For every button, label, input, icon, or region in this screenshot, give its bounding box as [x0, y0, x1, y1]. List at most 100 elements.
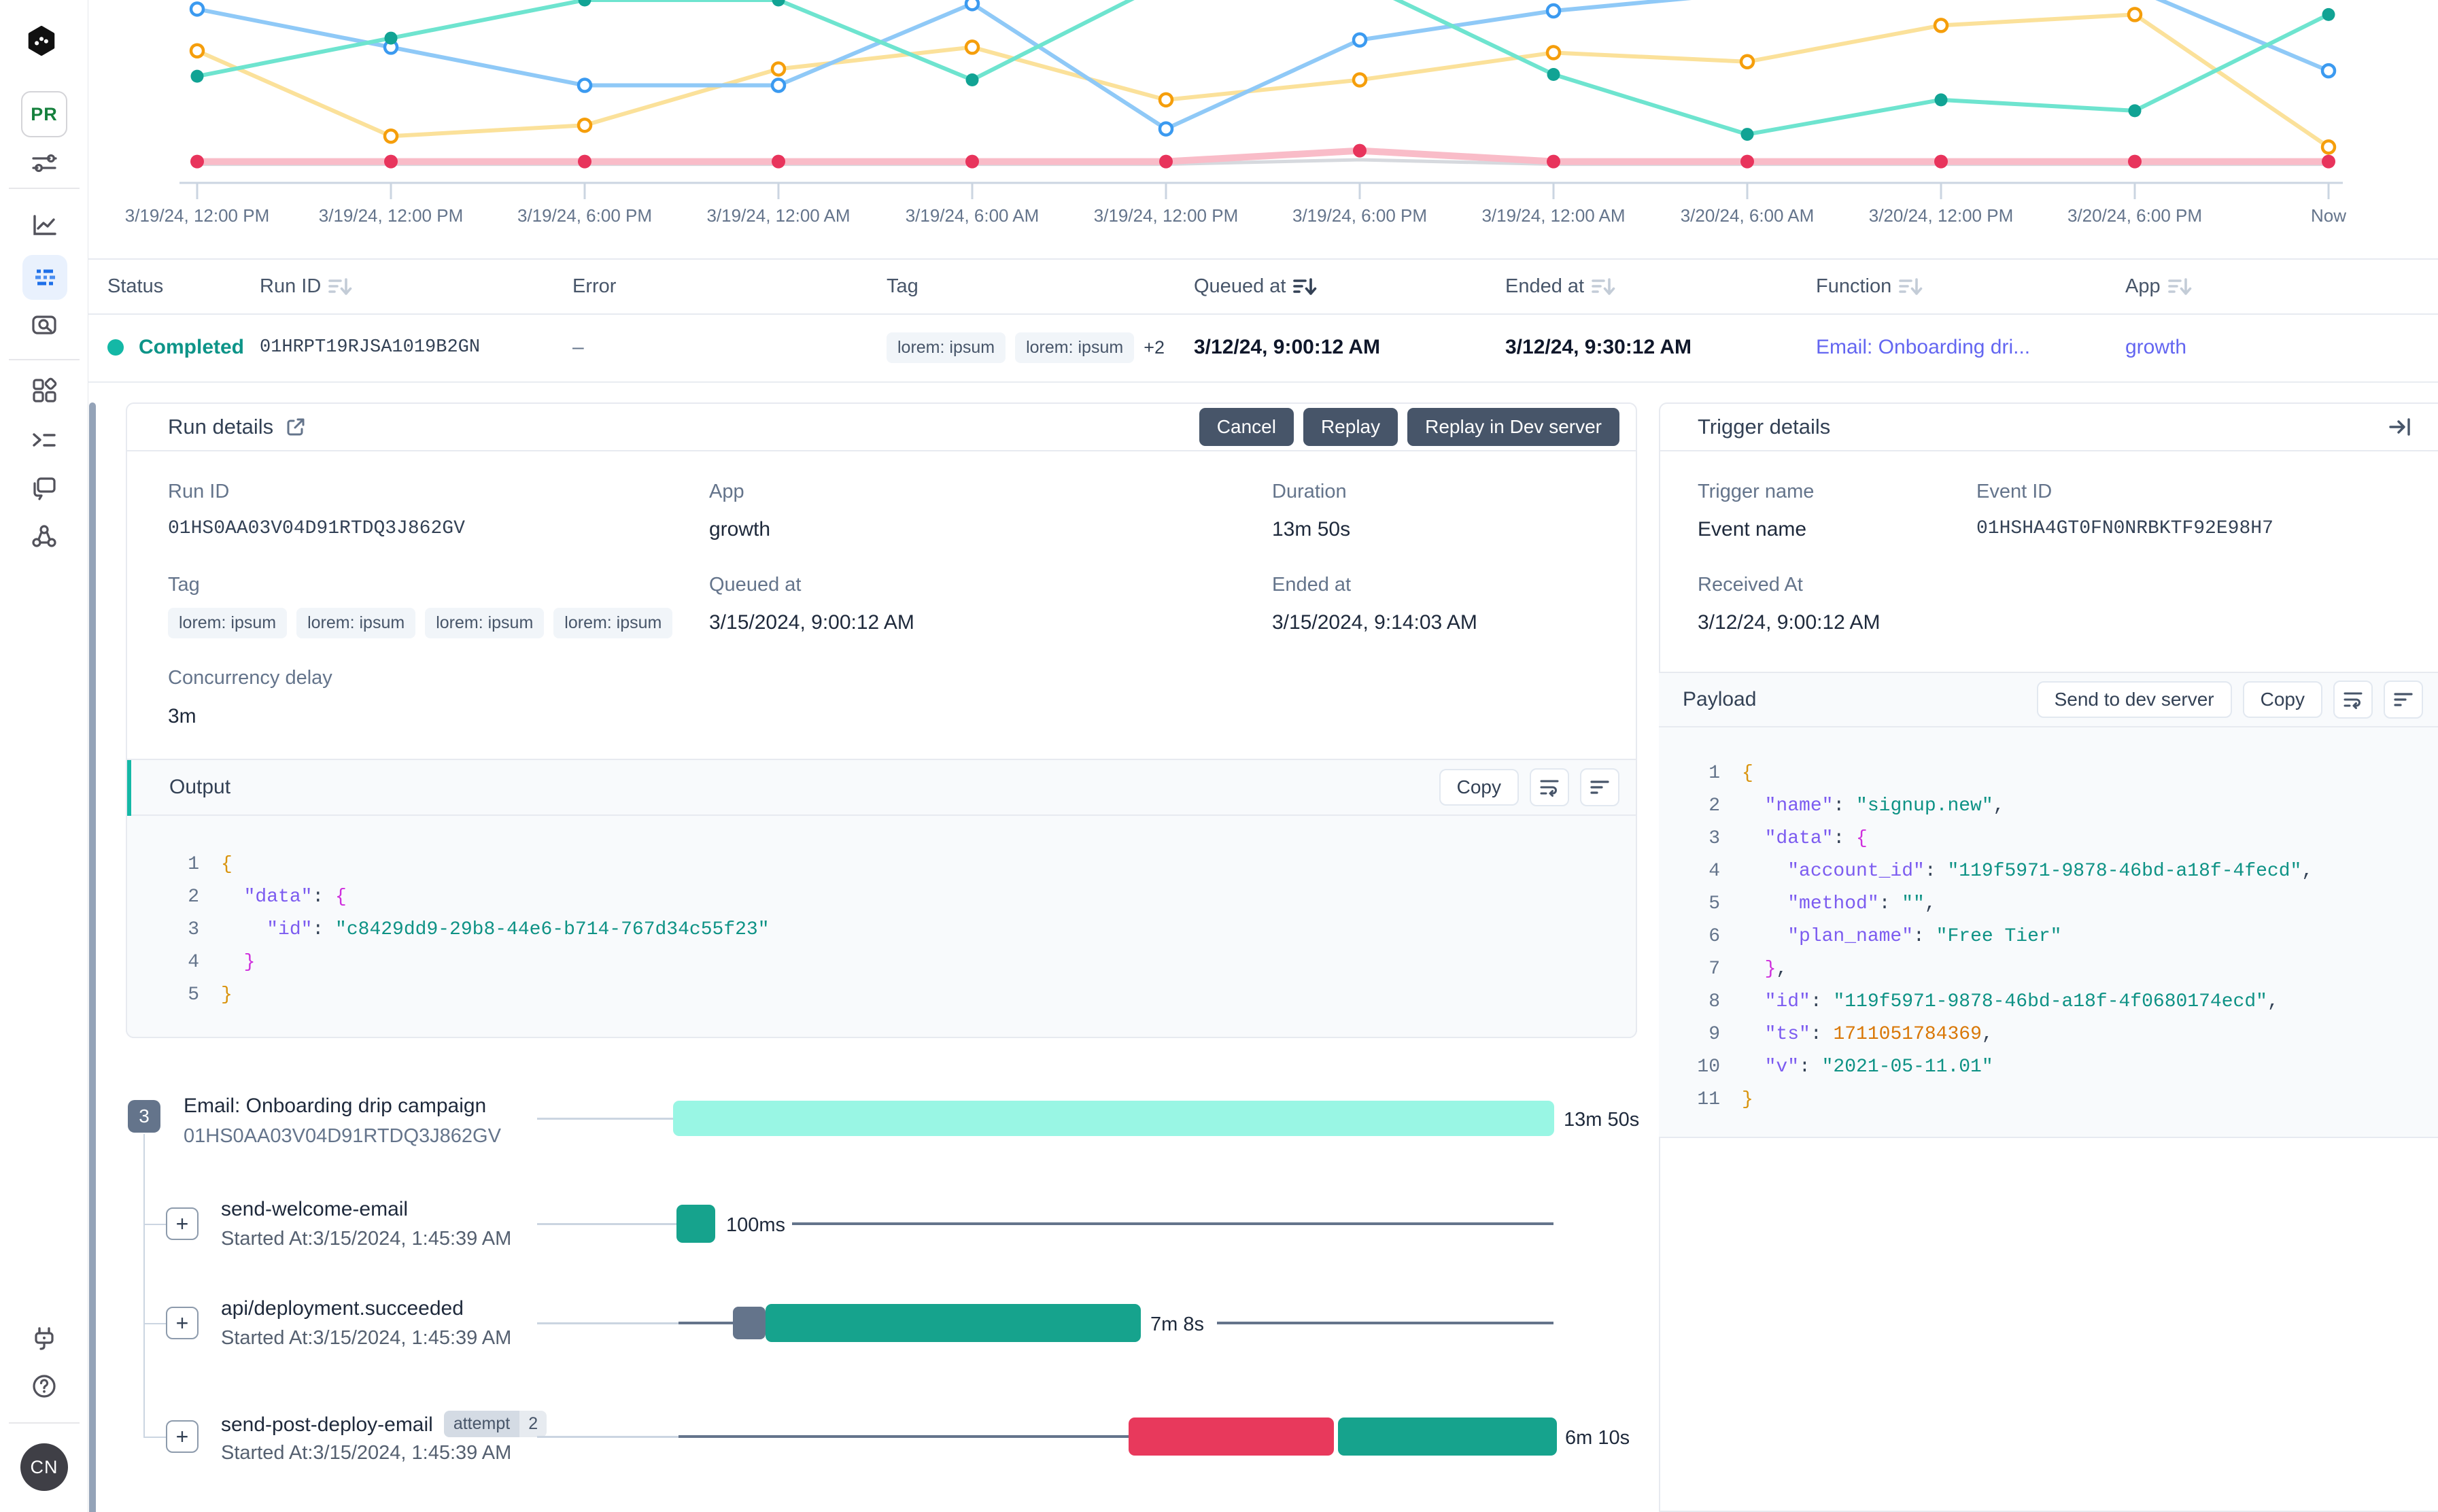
runs-activity-chart: 3/19/24, 12:00 PM 3/19/24, 12:00 PM 3/19/2…: [88, 0, 2438, 235]
output-accent-bar: [127, 760, 131, 816]
arrow-to-bar-icon[interactable]: [2388, 415, 2412, 439]
trigger-name-value: Event name: [1698, 518, 1807, 540]
cell-tags: lorem: ipsum lorem: ipsum +2: [887, 313, 1165, 381]
x-tick-label: 3/19/24, 6:00 PM: [517, 205, 653, 226]
cell-run-id[interactable]: 01HRPT19RJSA1019B2GN: [260, 337, 481, 358]
status-dot-icon: [107, 339, 124, 356]
timeline-lane: [537, 1322, 679, 1324]
output-title: Output: [169, 776, 231, 798]
step-duration-label: 6m 10s: [1565, 1427, 1630, 1449]
wrap-text-icon[interactable]: [2333, 681, 2373, 719]
col-header-function[interactable]: Function: [1816, 260, 1923, 313]
col-header-app[interactable]: App: [2125, 260, 2192, 313]
apps-icon[interactable]: [29, 375, 59, 405]
tag-chip: lorem: ipsum: [553, 608, 673, 638]
trigger-details-title: Trigger details: [1698, 415, 1831, 439]
tag-chip: lorem: ipsum: [296, 608, 416, 638]
app-label: App: [709, 481, 744, 502]
timeline-lane: [1217, 1322, 1553, 1324]
col-header-error: Error: [572, 275, 617, 297]
step-duration-bar[interactable]: [1338, 1418, 1557, 1456]
x-tick-label: 3/19/24, 6:00 AM: [905, 205, 1040, 226]
duration-label: Duration: [1272, 481, 1347, 502]
wrap-text-icon[interactable]: [1530, 768, 1569, 806]
output-copy-button[interactable]: Copy: [1439, 769, 1519, 806]
sidebar: PR CN: [0, 0, 88, 1512]
step-scheduled-marker: [733, 1307, 766, 1339]
col-header-queued-at[interactable]: Queued at: [1194, 260, 1317, 313]
payload-json: 1{2 "name": "signup.new", 3 "data": {4 "a…: [1659, 727, 2438, 1138]
duration-value: 13m 50s: [1272, 518, 1351, 540]
tree-connector: [143, 1323, 166, 1324]
col-header-ended-at[interactable]: Ended at: [1505, 260, 1615, 313]
root-duration-bar[interactable]: [673, 1101, 1554, 1136]
col-header-status: Status: [107, 275, 164, 297]
sort-icon-active[interactable]: [1292, 276, 1317, 298]
run-id-label: Run ID: [168, 481, 230, 502]
workspace-badge[interactable]: PR: [21, 91, 67, 137]
x-tick-label: 3/20/24, 12:00 PM: [1868, 205, 2014, 226]
app-link: growth: [2125, 336, 2187, 358]
metrics-icon[interactable]: [29, 211, 59, 241]
tag-label: Tag: [168, 574, 200, 596]
failed-attempt-bar[interactable]: [1129, 1418, 1334, 1456]
col-header-run-id[interactable]: Run ID: [260, 260, 352, 313]
step-title[interactable]: api/deployment.succeeded: [221, 1297, 464, 1320]
expand-step-button[interactable]: +: [166, 1307, 199, 1339]
sort-icon[interactable]: [1898, 276, 1923, 298]
sort-icon[interactable]: [2167, 276, 2192, 298]
search-icon[interactable]: [29, 310, 59, 340]
external-link-icon[interactable]: [284, 415, 307, 439]
x-tick-label: 3/19/24, 12:00 AM: [1481, 205, 1626, 226]
dev-server-plug-icon[interactable]: [29, 1324, 59, 1354]
concurrency-delay-label: Concurrency delay: [168, 667, 332, 689]
timeline-root-title[interactable]: Email: Onboarding drip campaign: [184, 1095, 487, 1117]
replay-dev-server-button[interactable]: Replay in Dev server: [1407, 408, 1619, 446]
tag-chip: lorem: ipsum: [1015, 332, 1135, 363]
sort-icon[interactable]: [1591, 276, 1615, 298]
user-avatar[interactable]: CN: [20, 1443, 68, 1491]
expand-step-button[interactable]: +: [166, 1420, 199, 1453]
timeline-lane: [792, 1222, 1553, 1225]
integrations-icon[interactable]: [29, 521, 59, 551]
tags-overflow-count: +2: [1144, 337, 1165, 358]
step-started-at: Started At:3/15/2024, 1:45:39 AM: [221, 1327, 512, 1349]
align-left-icon[interactable]: [2384, 681, 2423, 719]
step-duration-bar[interactable]: [676, 1205, 715, 1243]
payload-copy-button[interactable]: Copy: [2242, 681, 2322, 718]
inngest-logo-icon[interactable]: [27, 26, 62, 61]
tag-chip: lorem: ipsum: [425, 608, 545, 638]
runs-nav-selected[interactable]: [22, 255, 67, 300]
deploys-icon[interactable]: [29, 473, 59, 503]
run-timeline: 3 Email: Onboarding drip campaign 01HS0A…: [126, 1061, 1676, 1512]
send-to-dev-server-button[interactable]: Send to dev server: [2036, 681, 2232, 718]
help-icon[interactable]: [29, 1371, 59, 1401]
align-left-icon[interactable]: [1580, 768, 1619, 806]
cell-app[interactable]: growth: [2125, 313, 2186, 381]
sort-icon[interactable]: [328, 276, 352, 298]
runs-table: Status Run ID Error Tag Queued at Ended …: [88, 258, 2438, 383]
app-value-link[interactable]: growth: [709, 518, 771, 540]
run-id-value: 01HS0AA03V04D91RTDQ3J862GV: [168, 518, 465, 539]
tree-connector: [143, 1437, 166, 1438]
vertical-scrollbar-thumb[interactable]: [89, 402, 96, 1512]
payload-title: Payload: [1683, 688, 1757, 710]
cell-function[interactable]: Email: Onboarding dri...: [1816, 313, 2030, 381]
step-title[interactable]: send-welcome-email: [221, 1198, 409, 1220]
filters-icon[interactable]: [29, 148, 59, 178]
ended-at-value: 3/15/2024, 9:14:03 AM: [1272, 611, 1477, 634]
cancel-button[interactable]: Cancel: [1199, 408, 1294, 446]
x-tick-label: 3/19/24, 12:00 PM: [1093, 205, 1239, 226]
cell-status[interactable]: Completed: [107, 313, 244, 381]
functions-icon[interactable]: [29, 425, 59, 455]
step-title[interactable]: send-post-deploy-email attempt 2: [221, 1411, 547, 1437]
x-tick-label: 3/19/24, 12:00 PM: [318, 205, 464, 226]
x-tick-label: 3/19/24, 6:00 PM: [1292, 205, 1428, 226]
chart-plot: [179, 0, 2343, 199]
replay-button[interactable]: Replay: [1303, 408, 1398, 446]
step-started-at: Started At:3/15/2024, 1:45:39 AM: [221, 1442, 512, 1464]
x-tick-label: Now: [2310, 205, 2347, 226]
expand-step-button[interactable]: +: [166, 1207, 199, 1240]
ended-at-label: Ended at: [1272, 574, 1352, 596]
step-duration-bar[interactable]: [766, 1304, 1141, 1342]
